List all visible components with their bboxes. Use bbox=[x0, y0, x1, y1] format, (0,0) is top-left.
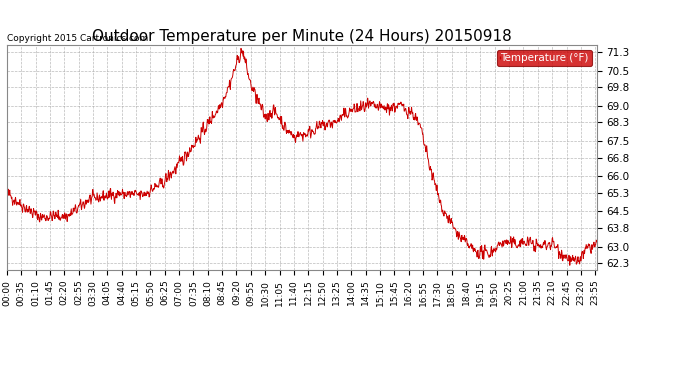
Title: Outdoor Temperature per Minute (24 Hours) 20150918: Outdoor Temperature per Minute (24 Hours… bbox=[92, 29, 512, 44]
Legend: Temperature (°F): Temperature (°F) bbox=[497, 50, 591, 66]
Text: Copyright 2015 Cartronics.com: Copyright 2015 Cartronics.com bbox=[7, 34, 148, 43]
